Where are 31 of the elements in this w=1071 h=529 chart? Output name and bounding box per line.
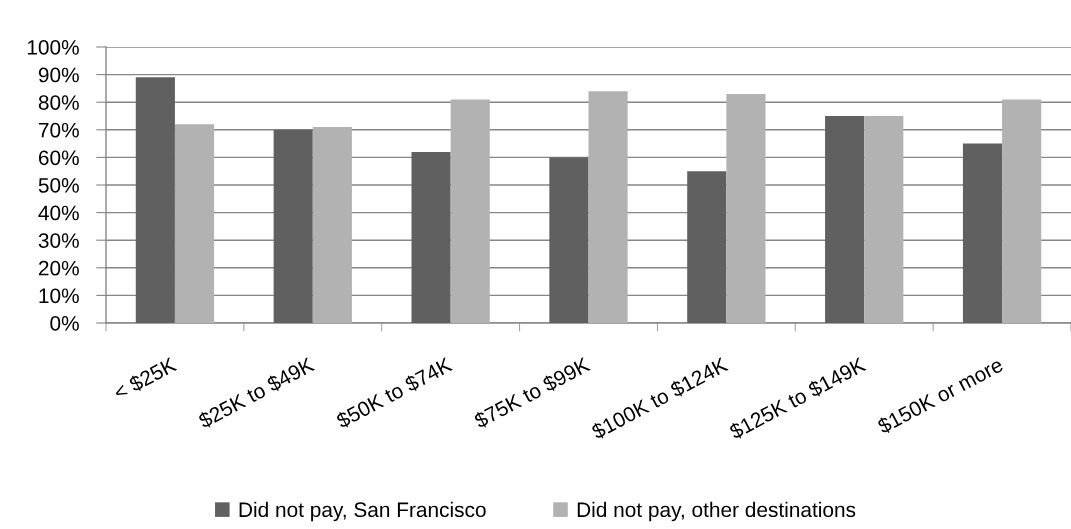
bar xyxy=(1002,99,1042,323)
bar xyxy=(962,143,1003,323)
bar xyxy=(825,116,865,323)
x-tick-label: < $25K xyxy=(112,355,178,402)
bar xyxy=(726,93,766,323)
y-tick-label: 40% xyxy=(38,205,79,221)
bar xyxy=(312,127,352,323)
legend-label: Did not pay, San Francisco xyxy=(239,501,486,522)
y-tick-label: 10% xyxy=(39,288,79,304)
legend-label: Did not pay, other destinations xyxy=(577,501,856,522)
y-tick-label: 0% xyxy=(50,316,79,331)
y-tick-label: 70% xyxy=(38,122,79,138)
x-tick-label: $50K to $74K xyxy=(334,355,454,430)
x-tick-label: $25K to $49K xyxy=(196,355,316,430)
bar xyxy=(135,77,175,323)
bar xyxy=(450,99,490,323)
bar xyxy=(864,116,904,323)
y-tick-label: 60% xyxy=(38,150,79,166)
y-tick-label: 80% xyxy=(38,95,79,110)
y-tick-label: 90% xyxy=(38,67,79,83)
bar xyxy=(273,129,313,323)
y-tick-label: 100% xyxy=(27,40,79,55)
bar xyxy=(549,157,589,323)
bar xyxy=(411,151,451,323)
y-tick-label: 50% xyxy=(38,178,79,193)
bar xyxy=(174,124,215,323)
y-tick-label: 20% xyxy=(38,260,79,276)
bar xyxy=(687,171,727,323)
x-tick-label: $75K to $99K xyxy=(472,355,592,430)
bar xyxy=(588,91,628,323)
y-tick-label: 30% xyxy=(38,233,79,248)
